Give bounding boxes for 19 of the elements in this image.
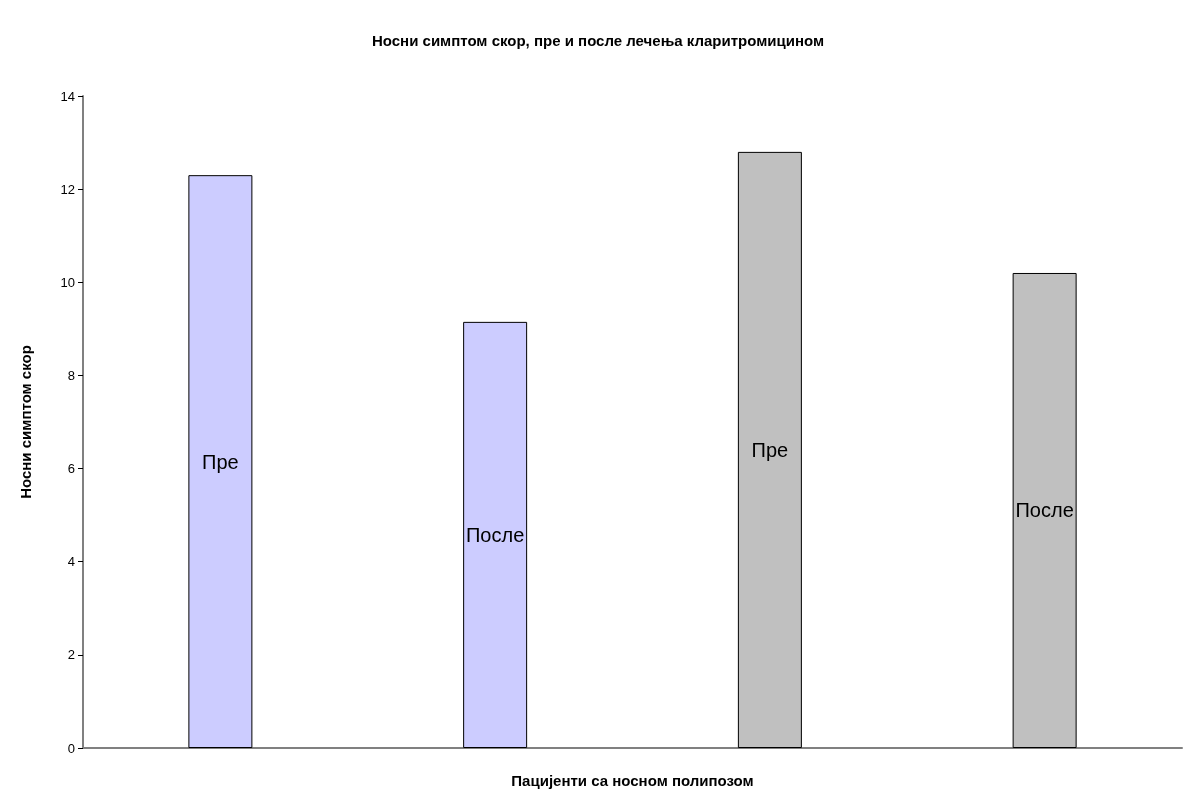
- bar: [1012, 272, 1077, 748]
- bar: [463, 321, 528, 748]
- data-label: После: [1015, 499, 1074, 522]
- data-label: После: [465, 523, 525, 546]
- y-tick-label: 6: [67, 461, 75, 477]
- x-axis-title: Пацијенти са носном полипозом: [511, 772, 754, 789]
- y-axis-title: Носни симптом скор: [17, 345, 34, 499]
- y-tick-label: 12: [60, 181, 75, 197]
- bar: [188, 175, 253, 748]
- y-tick-label: 10: [60, 274, 75, 290]
- chart-title: Носни симптом скор, пре и после лечења кларитромицином: [371, 32, 825, 49]
- y-tick-label: 0: [67, 740, 75, 756]
- y-tick-label: 14: [60, 88, 75, 104]
- data-label: Пре: [202, 450, 239, 473]
- y-tick-label: 4: [67, 554, 75, 570]
- y-tick-label: 8: [67, 367, 75, 383]
- y-tick-label: 2: [67, 647, 75, 663]
- data-label: Пре: [751, 438, 789, 461]
- bar: [737, 151, 802, 748]
